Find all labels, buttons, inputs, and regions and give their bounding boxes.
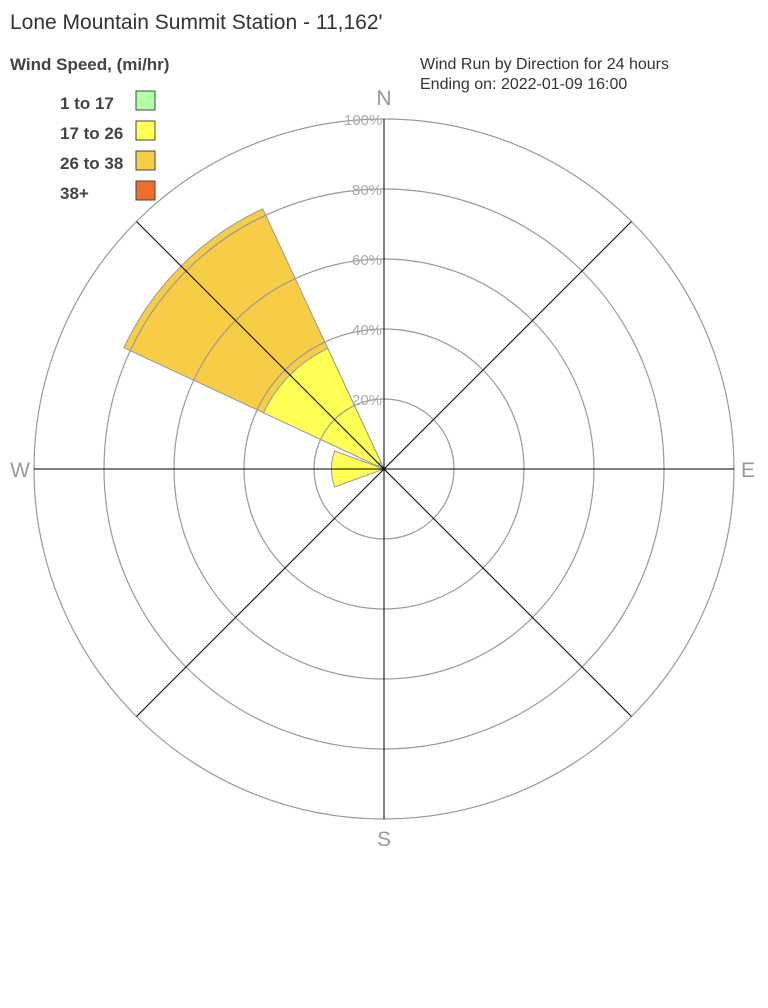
legend-swatch <box>135 150 156 171</box>
legend-label: 17 to 26 <box>60 124 123 143</box>
legend-swatch <box>135 120 156 141</box>
direction-label-w: W <box>10 459 30 482</box>
radial-tick-label: 80% <box>352 182 382 199</box>
radial-tick-label: 100% <box>344 112 382 129</box>
grid: 20% 40% 60% 80% 100% N E S W <box>10 87 755 851</box>
subtitle-line-1: Wind Run by Direction for 24 hours <box>420 56 669 73</box>
legend-swatch <box>135 180 156 201</box>
legend-label: 38+ <box>60 184 89 203</box>
radial-tick-label: 60% <box>352 252 382 269</box>
radial-tick-label: 40% <box>352 322 382 339</box>
radial-tick-label: 20% <box>352 392 382 409</box>
direction-label-n: N <box>376 87 391 110</box>
legend-title: Wind Speed, (mi/hr) <box>10 55 169 74</box>
legend-label: 1 to 17 <box>60 94 114 113</box>
legend: 1 to 17 17 to 26 26 to 38 38+ <box>60 90 156 203</box>
subtitle-line-2: Ending on: 2022-01-09 16:00 <box>420 76 627 93</box>
wedges <box>123 208 386 488</box>
direction-label-s: S <box>377 828 391 851</box>
grid-spoke <box>136 221 632 717</box>
legend-swatch <box>135 90 156 111</box>
direction-label-e: E <box>741 459 755 482</box>
chart-title: Lone Mountain Summit Station - 11,162' <box>10 11 383 34</box>
legend-label: 26 to 38 <box>60 154 123 173</box>
